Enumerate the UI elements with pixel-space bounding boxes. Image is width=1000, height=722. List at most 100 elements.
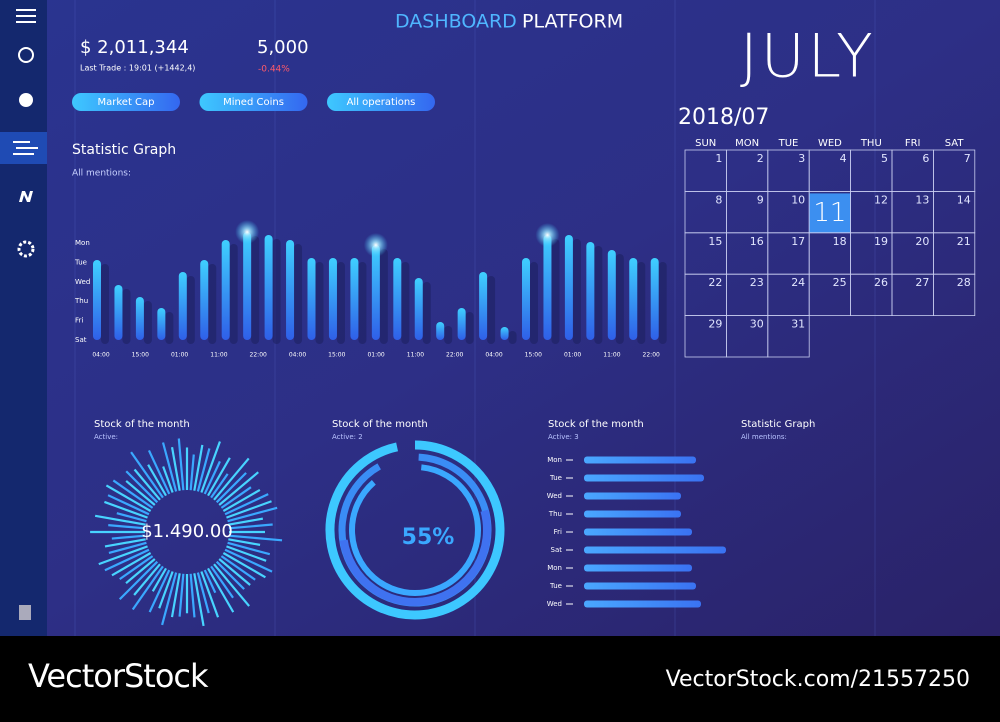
y-label: Wed: [75, 278, 90, 286]
ray: [210, 565, 234, 599]
shadow: [315, 262, 324, 344]
button-label[interactable]: Market Cap: [97, 97, 154, 108]
ray: [210, 473, 229, 499]
bar-label: Mon: [547, 564, 562, 572]
menu-icon[interactable]: [16, 9, 36, 23]
ray: [170, 447, 181, 491]
ray: [196, 572, 210, 614]
bar: [584, 546, 726, 554]
glow: [535, 223, 560, 247]
x-label: 15:00: [132, 352, 149, 359]
bar: [584, 564, 692, 572]
day-number: 7: [964, 152, 971, 165]
day-number: 3: [798, 152, 805, 165]
bar: [221, 240, 230, 340]
ray: [111, 534, 146, 540]
ray: [94, 514, 146, 526]
ring: [339, 509, 491, 606]
ray: [133, 563, 161, 596]
ray: [170, 573, 181, 618]
bar-label: Fri: [554, 528, 562, 536]
ray: [162, 466, 174, 493]
users-icon[interactable]: [19, 93, 33, 107]
day-cell[interactable]: [767, 315, 810, 358]
bar: [264, 235, 273, 340]
selected-day[interactable]: [809, 193, 851, 233]
bar: [414, 278, 423, 340]
day-number: 29: [708, 318, 722, 331]
y-label: Sat: [75, 336, 87, 344]
user-icon[interactable]: [18, 47, 34, 63]
panel-subtitle: Active: 3: [548, 433, 579, 441]
ring: [349, 464, 481, 596]
weekday: MON: [735, 138, 759, 149]
chart-icon[interactable]: [13, 141, 38, 155]
ray: [98, 545, 148, 566]
day-number: 13: [915, 193, 929, 206]
weekday: WED: [818, 138, 842, 149]
bar: [586, 242, 595, 340]
day-number: 9: [757, 193, 764, 206]
ray: [119, 555, 154, 581]
ray: [131, 565, 164, 611]
ray: [147, 449, 171, 495]
day-number: 15: [708, 235, 722, 248]
weekday: SAT: [945, 138, 965, 149]
bar: [286, 240, 295, 340]
day-number: 4: [840, 152, 847, 165]
graph-title: Statistic Graph: [72, 142, 176, 158]
ray: [125, 480, 156, 506]
x-label: 11:00: [210, 352, 227, 359]
shadow: [401, 262, 410, 344]
exit-icon[interactable]: [19, 605, 31, 620]
panel-title: Statistic Graph: [741, 419, 815, 430]
x-label: 04:00: [485, 352, 502, 359]
bar: [243, 232, 252, 340]
weekday: THU: [860, 138, 882, 149]
ray: [200, 571, 220, 618]
day-cell[interactable]: [933, 273, 976, 317]
weekday: TUE: [778, 138, 799, 149]
bar-label: Wed: [547, 600, 562, 608]
day-number: 6: [922, 152, 929, 165]
ray: [213, 457, 250, 501]
ray: [104, 538, 146, 548]
day-number: 23: [750, 276, 764, 289]
ray: [161, 442, 178, 492]
n-icon[interactable]: [19, 191, 33, 202]
ray: [220, 486, 252, 509]
last-trade: Last Trade : 19:01 (+1442,4): [80, 64, 195, 73]
day-number: 14: [957, 193, 971, 206]
shadow: [379, 249, 388, 344]
bar: [584, 600, 701, 608]
ray: [222, 552, 266, 579]
x-label: 15:00: [525, 352, 542, 359]
bar: [584, 510, 681, 518]
button[interactable]: [327, 93, 435, 111]
ring: [325, 440, 505, 620]
ray: [213, 563, 250, 607]
button-label[interactable]: All operations: [347, 97, 416, 108]
day-number: 25: [833, 276, 847, 289]
shadow: [594, 246, 603, 344]
footer: [0, 636, 1000, 718]
ray: [177, 438, 185, 491]
ray: [108, 524, 146, 530]
bar: [135, 297, 144, 340]
button[interactable]: [199, 93, 308, 111]
ray: [104, 548, 150, 572]
x-label: 22:00: [250, 352, 267, 359]
x-label: 04:00: [289, 352, 306, 359]
shadow: [122, 289, 131, 344]
button[interactable]: [72, 93, 180, 111]
settings-icon[interactable]: [17, 240, 35, 258]
image-id: VectorStock.com/21557250: [666, 667, 970, 692]
ray: [178, 573, 185, 617]
shadow: [530, 262, 538, 344]
ray: [226, 500, 272, 519]
ray: [215, 560, 245, 590]
button-label[interactable]: Mined Coins: [223, 97, 284, 108]
x-label: 04:00: [92, 352, 109, 359]
shadow: [551, 239, 560, 344]
